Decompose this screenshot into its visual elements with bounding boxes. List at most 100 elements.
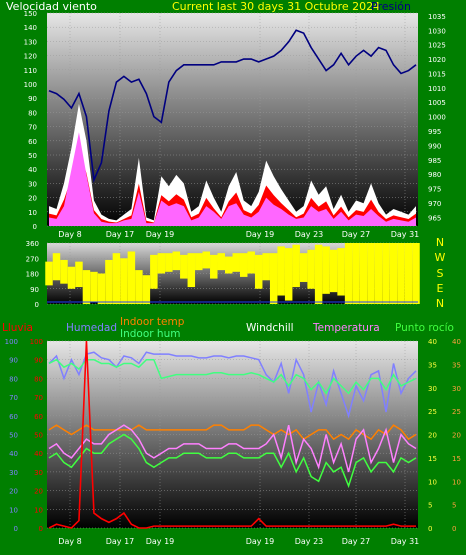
direction-bar <box>397 243 405 304</box>
y-temp-tick-label: 35 <box>428 361 437 369</box>
direction-bar <box>404 243 413 304</box>
y-right-tick-label: 1000 <box>428 114 446 122</box>
direction-label-n-top: N <box>436 236 444 249</box>
x-tick-label: Day 27 <box>342 537 371 546</box>
y-direction-tick-label: 0 <box>35 301 39 309</box>
y-temp-tick-label: 40 <box>428 338 437 346</box>
direction-bar <box>187 253 196 288</box>
y-temp2-tick-label: 35 <box>452 361 461 369</box>
y-left-tick-label: 40 <box>28 166 37 174</box>
left-header-label: Velocidad viento <box>6 0 97 13</box>
direction-bar <box>112 253 121 304</box>
direction-bar <box>284 248 293 301</box>
y-temp-tick-label: 5 <box>428 502 432 510</box>
direction-bar <box>329 249 338 293</box>
y-humidity-tick-label: 100 <box>5 338 18 346</box>
y-right-tick-label: 1030 <box>428 27 446 35</box>
direction-bar <box>75 261 83 288</box>
direction-label-w: W <box>435 251 446 264</box>
direction-bar <box>262 253 270 281</box>
legend-humedad: Humedad <box>66 322 117 334</box>
y-humidity-tick-label: 70 <box>9 394 18 402</box>
direction-bar <box>337 248 345 296</box>
direction-bar <box>105 259 113 304</box>
pressure-line <box>48 29 417 183</box>
legend-windchill: Windchill <box>246 322 294 334</box>
y-temp2-tick-label: 40 <box>452 338 461 346</box>
direction-bar <box>142 275 151 304</box>
y-right-tick-label: 965 <box>428 214 441 222</box>
y-right-tick-label: 1020 <box>428 56 446 64</box>
direction-bar <box>292 244 300 288</box>
y-humidity-tick-label: 60 <box>9 413 18 421</box>
direction-bar <box>277 246 285 296</box>
wind-avg-area <box>49 132 416 226</box>
y-humidity-tick-label: 30 <box>9 469 18 477</box>
direction-bar <box>202 251 211 269</box>
legend-indoor-hum: Indoor hum <box>120 328 180 340</box>
direction-bar <box>165 253 173 272</box>
x-tick-label: Day 23 <box>295 537 324 546</box>
y-rain-tick-label: 80 <box>34 375 43 383</box>
y-rain-tick-label: 70 <box>34 394 43 402</box>
y-right-tick-label: 1025 <box>428 42 446 50</box>
y-rain-tick-label: 60 <box>34 413 43 421</box>
direction-bar <box>225 256 233 274</box>
y-temp2-tick-label: 30 <box>452 385 461 393</box>
direction-label-n-bottom: N <box>436 297 444 310</box>
right-header-label: Presión <box>371 0 411 13</box>
y-temp-tick-label: 30 <box>428 385 437 393</box>
legend: Lluvia Humedad Indoor temp Indoor hum Wi… <box>2 316 454 340</box>
y-left-tick-label: 110 <box>24 67 37 75</box>
direction-labels: N W S E N <box>435 236 446 310</box>
direction-label-e: E <box>437 282 444 295</box>
legend-punto-rocio: Punto rocío <box>395 322 454 334</box>
direction-bar <box>322 246 330 294</box>
y-temp-tick-label: 20 <box>428 432 437 440</box>
y-direction-tick-label: 90 <box>30 286 39 294</box>
x-tick-label: Day 8 <box>58 537 81 546</box>
direction-bar <box>412 243 420 304</box>
direction-bar <box>299 253 308 282</box>
y-temp2-tick-label: 10 <box>452 478 461 486</box>
x-tick-label: Day 27 <box>342 230 371 239</box>
direction-bar <box>52 253 61 281</box>
x-tick-label: Day 19 <box>146 537 175 546</box>
direction-bar <box>254 254 263 289</box>
direction-bar <box>307 249 315 289</box>
y-humidity-tick-label: 40 <box>9 450 18 458</box>
y-right-tick-label: 1010 <box>428 85 446 93</box>
direction-bar <box>90 271 98 303</box>
y-right-tick-label: 1015 <box>428 70 446 78</box>
y-temp2-tick-label: 5 <box>452 502 456 510</box>
direction-bar <box>374 243 383 304</box>
y-right-tick-label: 1005 <box>428 99 446 107</box>
y-right-tick-label: 980 <box>428 171 441 179</box>
y-left-tick-label: 70 <box>28 124 37 132</box>
direction-bar <box>217 253 226 271</box>
y-rain-tick-label: 10 <box>34 506 43 514</box>
direction-bar <box>150 254 158 289</box>
y-humidity-tick-label: 20 <box>9 488 18 496</box>
y-humidity-tick-label: 90 <box>9 357 18 365</box>
x-tick-label: Day 17 <box>106 537 135 546</box>
direction-bar <box>180 254 188 279</box>
y-direction-tick-label: 270 <box>26 255 39 263</box>
direction-bar <box>367 243 375 304</box>
direction-bar <box>344 243 353 304</box>
y-humidity-tick-label: 80 <box>9 375 18 383</box>
y-left-tick-label: 0 <box>33 223 37 231</box>
direction-bar <box>157 253 166 274</box>
y-temp2-tick-label: 25 <box>452 408 461 416</box>
y-temp2-tick-label: 15 <box>452 455 461 463</box>
y-temp2-tick-label: 0 <box>452 525 456 533</box>
y-temp-tick-label: 25 <box>428 408 437 416</box>
y-right-tick-label: 995 <box>428 128 441 136</box>
axis-labels: 0102030405060708090100110120130140150965… <box>5 10 461 546</box>
center-header-label: Current last 30 days 31 Octubre 2024 <box>172 0 380 13</box>
y-left-tick-label: 120 <box>24 53 37 61</box>
punto-rocio-line <box>48 433 417 489</box>
direction-bar <box>210 254 218 279</box>
